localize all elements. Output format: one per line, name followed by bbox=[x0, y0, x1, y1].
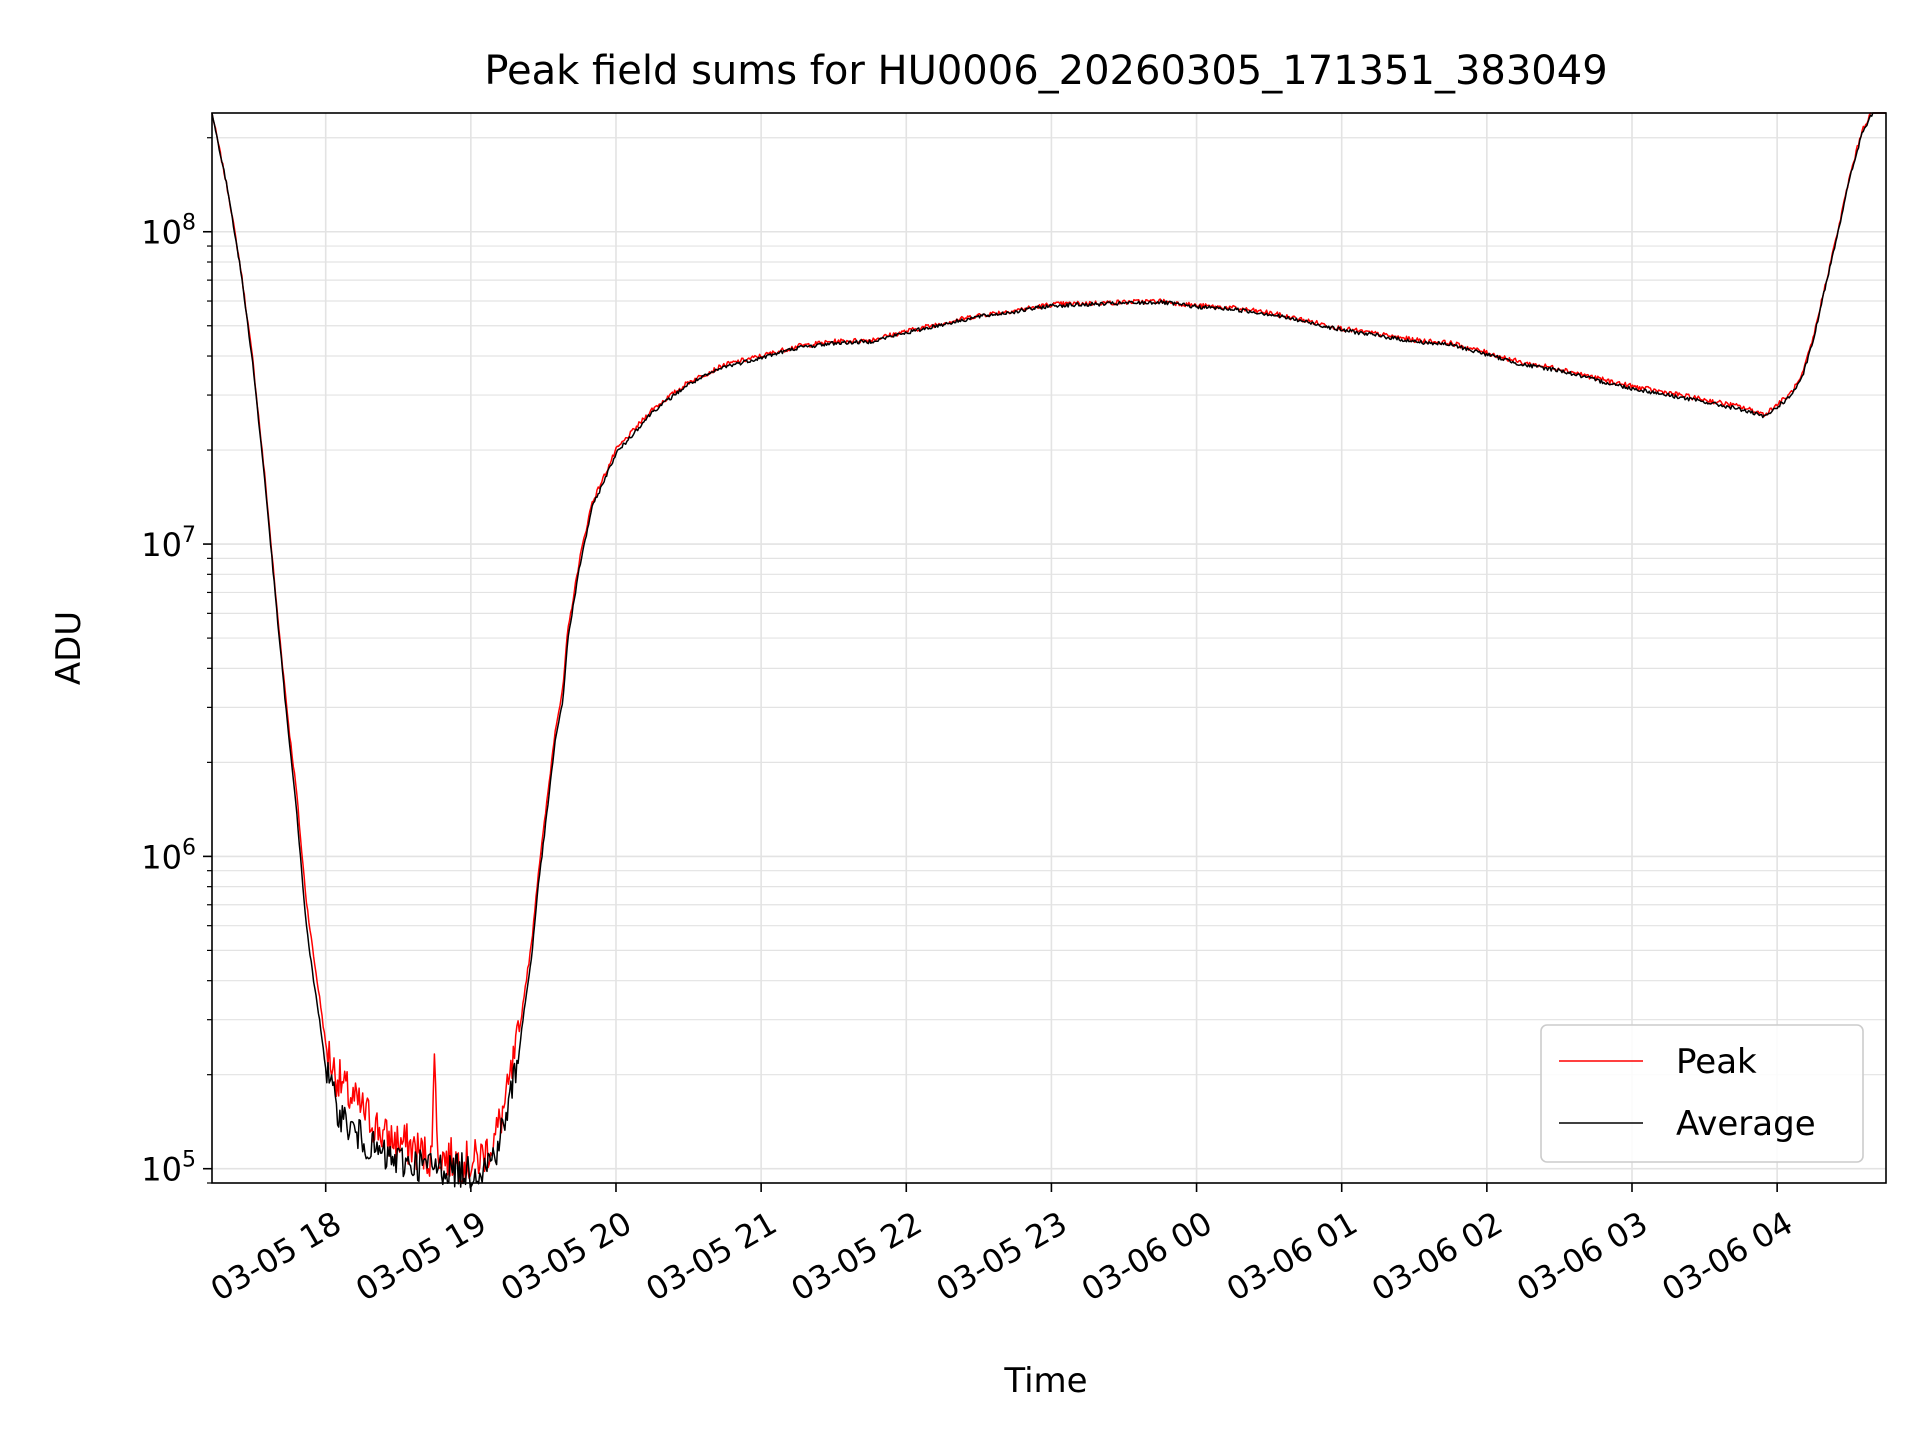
y-tick-label: 107 bbox=[141, 523, 196, 564]
grid bbox=[212, 113, 1886, 1184]
y-axis-label: ADU bbox=[49, 611, 89, 685]
y-tick-label: 108 bbox=[141, 211, 196, 252]
series-layer bbox=[211, 112, 1886, 1189]
chart-title: Peak field sums for HU0006_20260305_1713… bbox=[484, 48, 1607, 94]
legend-label-peak: Peak bbox=[1676, 1042, 1757, 1082]
y-tick-label: 105 bbox=[141, 1148, 196, 1189]
legend-label-average: Average bbox=[1676, 1104, 1816, 1144]
series-line-average bbox=[211, 112, 1886, 1189]
legend-box bbox=[1540, 1024, 1864, 1163]
plot-frame bbox=[211, 112, 1887, 1184]
legend: Peak Average bbox=[1540, 1024, 1864, 1163]
x-axis-label: Time bbox=[1003, 1361, 1087, 1401]
y-tick-label: 106 bbox=[141, 835, 196, 876]
